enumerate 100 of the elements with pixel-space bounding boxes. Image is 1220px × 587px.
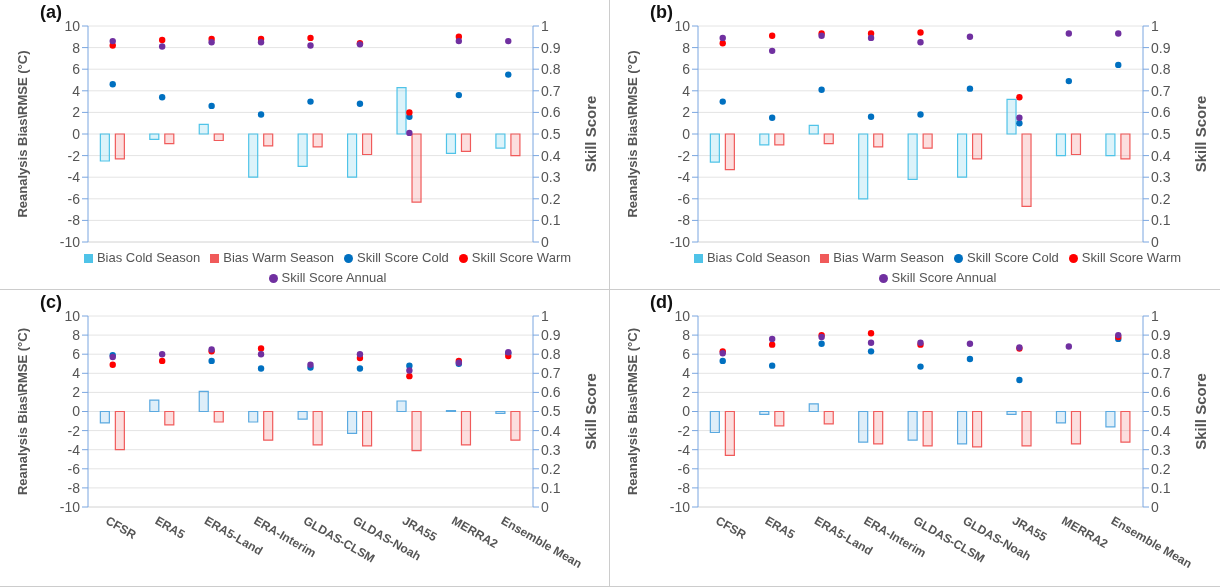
y-tick-label: 8: [72, 327, 81, 344]
y2-tick-label: 0.4: [1151, 422, 1171, 439]
y2-tick-label: 0.6: [1151, 384, 1171, 401]
y-tick-label: 4: [72, 365, 81, 382]
y2-tick-label: 0.3: [1151, 169, 1171, 186]
y-tick-label: 10: [64, 17, 81, 34]
y-tick-label: 0: [72, 125, 81, 142]
y2-tick-label: 0.5: [541, 403, 561, 420]
chart-title: (c): [40, 292, 62, 313]
y-tick-label: -2: [67, 147, 81, 164]
y2-tick-label: 0.5: [1151, 403, 1171, 420]
y2-tick-label: 0.3: [1151, 441, 1171, 458]
y-tick-label: 2: [682, 384, 691, 401]
y-tick-label: -10: [669, 233, 691, 250]
chart-title: (d): [650, 292, 673, 313]
y-tick-label: 0: [682, 403, 691, 420]
y2-axis-title: Skill Score: [1192, 95, 1210, 173]
legend-label: Skill Score Cold: [967, 250, 1059, 265]
y-tick-label: 6: [72, 61, 81, 78]
chart-title: (b): [650, 2, 673, 23]
legend-label: Bias Warm Season: [223, 250, 335, 265]
y2-tick-label: 0.4: [541, 147, 561, 164]
y2-tick-label: 0.5: [541, 125, 561, 142]
y-tick-label: 8: [682, 39, 691, 56]
y2-tick-label: 0: [1151, 498, 1159, 515]
y-tick-label: -6: [677, 190, 691, 207]
legend-label: Skill Score Warm: [1081, 250, 1182, 265]
y2-tick-label: 0.9: [541, 327, 561, 344]
y2-tick-label: 0.7: [541, 82, 561, 99]
y-tick-label: 10: [64, 307, 81, 324]
y2-tick-label: 1: [541, 17, 549, 34]
y2-axis-title: Skill Score: [582, 373, 600, 450]
y-tick-label: 4: [682, 365, 691, 382]
y-tick-label: 2: [682, 104, 691, 121]
legend-label: Skill Score Annual: [891, 270, 997, 285]
y-tick-label: -8: [677, 212, 691, 229]
y2-tick-label: 0.9: [1151, 39, 1171, 56]
y-axis-title: Reanalysis Bias\RMSE (°C): [624, 50, 640, 218]
y-axis-title: Reanalysis Bias\RMSE (°C): [14, 327, 30, 496]
y-tick-label: -2: [677, 147, 691, 164]
y2-tick-label: 0.1: [541, 212, 561, 229]
y2-tick-label: 0.6: [1151, 104, 1171, 121]
y-tick-label: 6: [682, 346, 691, 363]
y2-tick-label: 1: [541, 307, 549, 324]
y2-tick-label: 1: [1151, 307, 1159, 324]
y-tick-label: -10: [59, 233, 81, 250]
y2-tick-label: 0: [541, 498, 549, 515]
legend-label: Bias Warm Season: [833, 250, 945, 265]
y-tick-label: 8: [682, 327, 691, 344]
y2-tick-label: 0.4: [541, 422, 561, 439]
y-tick-label: 4: [72, 82, 81, 99]
y2-tick-label: 0.8: [1151, 346, 1171, 363]
y-axis-title: Reanalysis Bias\RMSE (°C): [14, 50, 30, 218]
y-tick-label: 8: [72, 39, 81, 56]
y-tick-label: 0: [682, 125, 691, 142]
y-tick-label: -6: [67, 190, 81, 207]
y2-tick-label: 0: [541, 233, 549, 250]
y-tick-label: -2: [67, 422, 81, 439]
y2-tick-label: 0.6: [541, 104, 561, 121]
y-tick-label: -10: [669, 498, 691, 515]
y2-tick-label: 0.1: [1151, 479, 1171, 496]
y-tick-label: 6: [682, 61, 691, 78]
y2-tick-label: 0.2: [1151, 190, 1171, 207]
y-tick-label: -6: [67, 460, 81, 477]
y-tick-label: 10: [674, 17, 691, 34]
y-tick-label: -8: [67, 479, 81, 496]
y-tick-label: 10: [674, 307, 691, 324]
y2-tick-label: 0.6: [541, 384, 561, 401]
legend-label: Bias Cold Season: [706, 250, 811, 265]
y2-tick-label: 0.8: [541, 346, 561, 363]
legend-label: Skill Score Warm: [471, 250, 572, 265]
y-tick-label: -8: [67, 212, 81, 229]
y2-tick-label: 0.9: [541, 39, 561, 56]
y-tick-label: 4: [682, 82, 691, 99]
y-tick-label: -4: [677, 441, 691, 458]
y2-tick-label: 0.9: [1151, 327, 1171, 344]
y2-tick-label: 0.7: [1151, 82, 1171, 99]
y2-axis-title: Skill Score: [582, 95, 600, 173]
y-tick-label: 2: [72, 104, 81, 121]
y2-tick-label: 0.8: [1151, 61, 1171, 78]
chart-title: (a): [40, 2, 62, 23]
y2-tick-label: 0.4: [1151, 147, 1171, 164]
y2-tick-label: 0.2: [1151, 460, 1171, 477]
y-tick-label: -10: [59, 498, 81, 515]
y2-tick-label: 0.1: [1151, 212, 1171, 229]
y2-tick-label: 0.1: [541, 479, 561, 496]
y-tick-label: 6: [72, 346, 81, 363]
legend-label: Bias Cold Season: [96, 250, 201, 265]
y2-tick-label: 0: [1151, 233, 1159, 250]
y-tick-label: -4: [677, 169, 691, 186]
y2-tick-label: 0.7: [1151, 365, 1171, 382]
y2-axis-title: Skill Score: [1192, 373, 1210, 450]
legend-label: Skill Score Cold: [357, 250, 449, 265]
y2-tick-label: 0.7: [541, 365, 561, 382]
y-tick-label: 2: [72, 384, 81, 401]
y2-tick-label: 0.5: [1151, 125, 1171, 142]
y2-tick-label: 0.3: [541, 441, 561, 458]
y2-tick-label: 0.2: [541, 460, 561, 477]
y2-tick-label: 0.3: [541, 169, 561, 186]
y-tick-label: -8: [677, 479, 691, 496]
